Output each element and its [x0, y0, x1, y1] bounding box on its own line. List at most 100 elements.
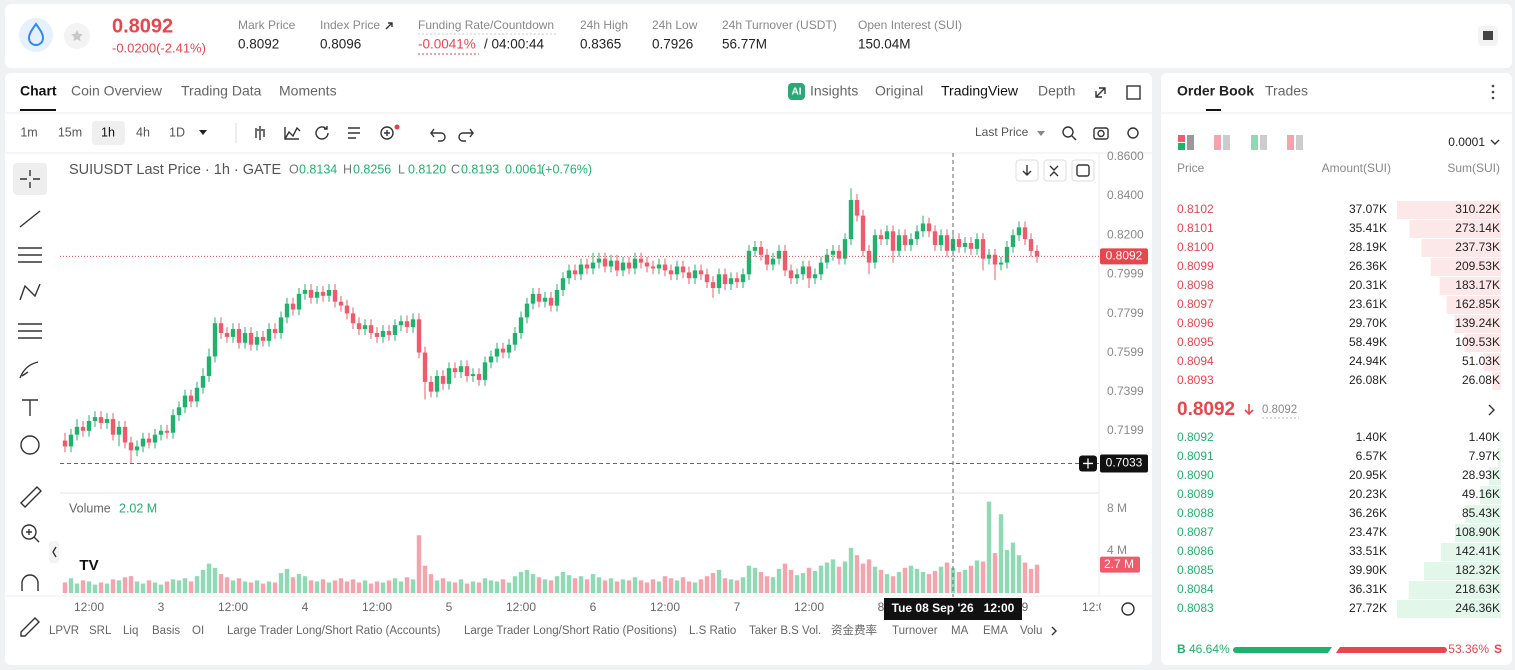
indicator-scroll[interactable] [1051, 626, 1057, 636]
camera-icon[interactable] [1093, 127, 1109, 140]
indicator-button[interactable]: Turnover [892, 625, 938, 637]
brush-tool[interactable] [19, 361, 39, 379]
menu-dot[interactable] [1491, 96, 1495, 100]
book-price[interactable]: 0.8095 [1177, 335, 1214, 349]
ruler-tool[interactable] [20, 486, 42, 508]
fib-tool[interactable] [18, 247, 42, 263]
menu-dot[interactable] [1491, 84, 1495, 88]
book-price[interactable]: 0.8091 [1177, 449, 1214, 463]
layout-icon[interactable] [1287, 135, 1294, 150]
book-price[interactable]: 0.8085 [1177, 563, 1214, 577]
fullscreen-button[interactable] [1071, 159, 1095, 182]
search-icon[interactable] [1062, 126, 1074, 138]
interval-caret[interactable] [199, 130, 207, 135]
magnet-tool[interactable] [21, 574, 39, 591]
text-tool[interactable] [22, 399, 38, 416]
layout-icon[interactable] [1251, 135, 1258, 150]
indicator-button[interactable]: OI [192, 625, 204, 637]
chart-tab[interactable]: Trading Data [181, 83, 262, 99]
book-price[interactable]: 0.8094 [1177, 354, 1214, 368]
zoom-tool-plus[interactable] [26, 529, 40, 543]
book-price[interactable]: 0.8084 [1177, 582, 1214, 596]
chart-buttons[interactable] [1015, 159, 1095, 182]
drawing-tools[interactable] [13, 163, 47, 637]
book-price[interactable]: 0.8087 [1177, 525, 1214, 539]
indicator-icon[interactable] [284, 126, 301, 140]
layout-icon[interactable] [1178, 143, 1185, 150]
chart-tab[interactable]: Moments [279, 83, 337, 99]
add-icon-plus[interactable] [384, 130, 390, 136]
indicator-button[interactable]: Liq [123, 625, 138, 637]
source-caret[interactable] [1037, 131, 1045, 136]
expand-icon[interactable] [1095, 87, 1106, 98]
interval-button[interactable]: 1m [20, 125, 37, 139]
book-price[interactable]: 0.8096 [1177, 316, 1214, 330]
window-icon[interactable] [1126, 85, 1141, 100]
book-price[interactable]: 0.8102 [1177, 202, 1214, 216]
search-icon-handle[interactable] [1071, 135, 1077, 141]
layout-icon[interactable] [1187, 135, 1194, 150]
book-price[interactable]: 0.8089 [1177, 487, 1214, 501]
view-tab[interactable]: Insights [810, 83, 858, 99]
indicator-button[interactable]: Volu [1020, 625, 1042, 637]
indicator-button[interactable]: SRL [89, 625, 112, 637]
interval-button[interactable]: 1h [101, 125, 115, 139]
layout-icon[interactable] [1296, 135, 1303, 150]
emoji-tool[interactable] [20, 435, 40, 455]
chart-tab[interactable]: Coin Overview [71, 83, 163, 99]
layout-icon[interactable] [1178, 135, 1185, 142]
book-price[interactable]: 0.8097 [1177, 297, 1214, 311]
view-tab[interactable]: Depth [1038, 83, 1075, 99]
book-price[interactable]: 0.8086 [1177, 544, 1214, 558]
collapse-button[interactable] [49, 541, 59, 563]
add-icon[interactable] [380, 126, 394, 140]
indicator-button[interactable]: MA [951, 625, 969, 637]
book-price[interactable]: 0.8101 [1177, 221, 1214, 235]
indicator-button[interactable]: EMA [983, 625, 1008, 637]
indicator-button[interactable]: Large Trader Long/Short Ratio (Positions… [464, 625, 677, 637]
book-price[interactable]: 0.8088 [1177, 506, 1214, 520]
settings-icon[interactable] [1127, 127, 1139, 139]
indicator-button[interactable]: Taker B.S Vol. [749, 625, 821, 637]
book-price[interactable]: 0.8083 [1177, 601, 1214, 615]
book-price[interactable]: 0.8090 [1177, 468, 1214, 482]
precision-caret[interactable] [1490, 139, 1500, 145]
chart-settings-icon[interactable] [1121, 602, 1135, 616]
indicator-button[interactable]: 资金费率 [831, 623, 877, 637]
layout-icon[interactable] [1260, 135, 1267, 150]
menu-dot[interactable] [1491, 90, 1495, 94]
indicator-button[interactable]: Large Trader Long/Short Ratio (Accounts) [227, 625, 441, 637]
book-price[interactable]: 0.8093 [1177, 373, 1214, 387]
book-more-arrow[interactable] [1488, 404, 1495, 416]
chart-tab[interactable]: Chart [20, 83, 57, 99]
indicator-button[interactable]: L.S Ratio [689, 625, 736, 637]
book-price[interactable]: 0.8092 [1177, 430, 1214, 444]
layout-icon[interactable] [1214, 135, 1221, 150]
candle-type-icon[interactable] [255, 126, 265, 140]
book-layout-icons[interactable] [1178, 135, 1303, 150]
trendline-tool[interactable] [19, 210, 41, 228]
redo-icon[interactable] [458, 128, 474, 142]
undo-icon[interactable] [430, 128, 446, 142]
template-icon[interactable] [348, 127, 360, 139]
indicator-button[interactable]: Basis [152, 625, 180, 637]
interval-button[interactable]: 1D [169, 125, 185, 139]
collapse-chart-button[interactable] [1043, 159, 1067, 182]
book-price[interactable]: 0.8098 [1177, 278, 1214, 292]
book-price[interactable]: 0.8100 [1177, 240, 1214, 254]
interval-button[interactable]: 4h [136, 125, 150, 139]
precision[interactable]: 0.0001 [1448, 135, 1485, 149]
book-tab[interactable]: Trades [1265, 83, 1308, 99]
view-tab[interactable]: TradingView [941, 83, 1019, 99]
indicator-button[interactable]: LPVR [49, 625, 79, 637]
book-price[interactable]: 0.8099 [1177, 259, 1214, 273]
interval-button[interactable]: 15m [58, 125, 82, 139]
price-source[interactable]: Last Price [975, 125, 1029, 139]
camera-lens[interactable] [1097, 129, 1105, 138]
toolbar-icons[interactable] [255, 126, 1139, 142]
pattern-tool[interactable] [19, 283, 41, 301]
zoom-tool[interactable] [21, 524, 37, 540]
crosshair-tool[interactable] [20, 170, 40, 188]
layout-icon[interactable] [1223, 135, 1230, 150]
pencil-tool[interactable] [20, 617, 40, 637]
